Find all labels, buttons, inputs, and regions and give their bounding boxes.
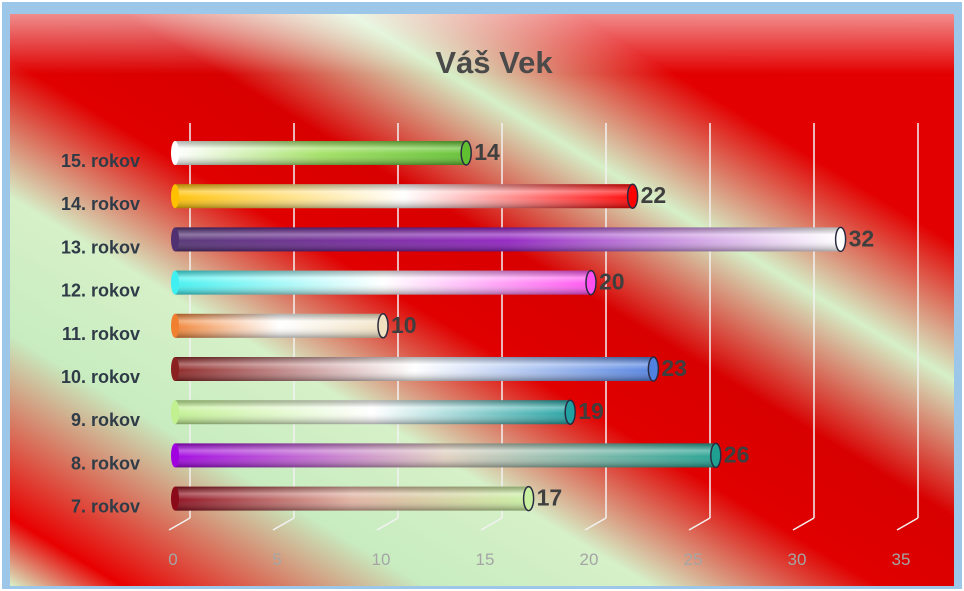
bars	[171, 140, 847, 512]
bar-14-rokov	[171, 183, 639, 209]
x-tick-label: 35	[892, 550, 911, 569]
category-label: 9. rokov	[71, 410, 140, 430]
x-tick-label: 15	[476, 550, 495, 569]
x-tick-label: 5	[272, 550, 281, 569]
x-tick-label: 0	[168, 550, 177, 569]
gridline-floor	[168, 517, 191, 531]
x-tick-label: 10	[372, 550, 391, 569]
bar-end-cap	[585, 269, 597, 296]
x-axis-ticks: 0 5 10 15 20 25 30 35	[168, 550, 910, 569]
x-tick-label: 25	[684, 550, 703, 569]
bar-15-rokov	[171, 140, 472, 166]
chart-title: Váš Vek	[435, 45, 553, 80]
bar-shading	[175, 486, 529, 511]
value-labels: 17 26 19 23 10 20 32 22 14	[391, 139, 874, 511]
bar-start-cap	[171, 357, 179, 381]
bar-end-cap	[564, 399, 576, 425]
bar-7-rokov	[171, 485, 535, 512]
data-label: 20	[599, 269, 625, 295]
category-label: 15. rokov	[61, 151, 140, 171]
gridline-floor	[376, 517, 399, 531]
bar-13-rokov	[171, 226, 847, 253]
x-tick-label: 20	[580, 550, 599, 569]
gridline-floor	[792, 517, 815, 531]
bar-shading	[175, 227, 841, 252]
x-tick-label: 30	[788, 550, 807, 569]
category-label: 14. rokov	[61, 194, 140, 214]
bar-end-cap	[710, 442, 722, 469]
bar-12-rokov	[171, 269, 597, 296]
category-label: 12. rokov	[61, 281, 140, 301]
bar-11-rokov	[171, 313, 389, 339]
category-labels: 7. rokov 8. rokov 9. rokov 10. rokov 11. rok…	[61, 151, 140, 517]
category-label: 10. rokov	[61, 367, 140, 387]
gridline-floor	[896, 517, 919, 531]
bar-8-rokov	[171, 442, 722, 469]
bar-start-cap	[171, 141, 179, 165]
bar-shading	[175, 400, 571, 425]
category-label: 13. rokov	[61, 237, 140, 257]
bar-10-rokov	[171, 356, 660, 382]
data-label: 32	[849, 225, 875, 251]
bar-start-cap	[171, 400, 179, 425]
gridline-floor	[584, 517, 607, 531]
category-label: 8. rokov	[71, 453, 140, 473]
data-label: 14	[474, 139, 500, 165]
gridline-floor	[272, 517, 295, 531]
gridline-floor	[688, 517, 711, 531]
bar-start-cap	[171, 443, 179, 468]
bar-end-cap	[377, 313, 389, 339]
bar-shading	[175, 357, 654, 381]
gridline-floor	[480, 517, 503, 531]
data-label: 26	[724, 441, 750, 467]
bar-shading	[175, 184, 633, 209]
category-label: 11. rokov	[62, 324, 140, 344]
data-label: 19	[578, 398, 604, 424]
category-label: 7. rokov	[71, 497, 140, 517]
bar-start-cap	[171, 227, 179, 252]
bar-shading	[175, 141, 467, 165]
bar-shading	[175, 443, 716, 468]
bar-end-cap	[522, 485, 535, 512]
background-glow	[10, 14, 954, 74]
data-label: 17	[537, 485, 563, 511]
bar-end-cap	[647, 356, 660, 382]
bar-end-cap	[834, 226, 847, 253]
bar-end-cap	[626, 183, 639, 209]
bar-shading	[175, 270, 591, 295]
bar-start-cap	[171, 486, 179, 511]
bar-shading	[175, 313, 383, 338]
data-label: 10	[391, 312, 417, 338]
bar-end-cap	[460, 140, 472, 166]
data-label: 23	[661, 355, 687, 381]
bar-9-rokov	[171, 399, 576, 425]
data-label: 22	[641, 182, 667, 208]
bar-start-cap	[171, 184, 179, 209]
bar-start-cap	[171, 313, 179, 338]
bar-start-cap	[171, 270, 179, 295]
